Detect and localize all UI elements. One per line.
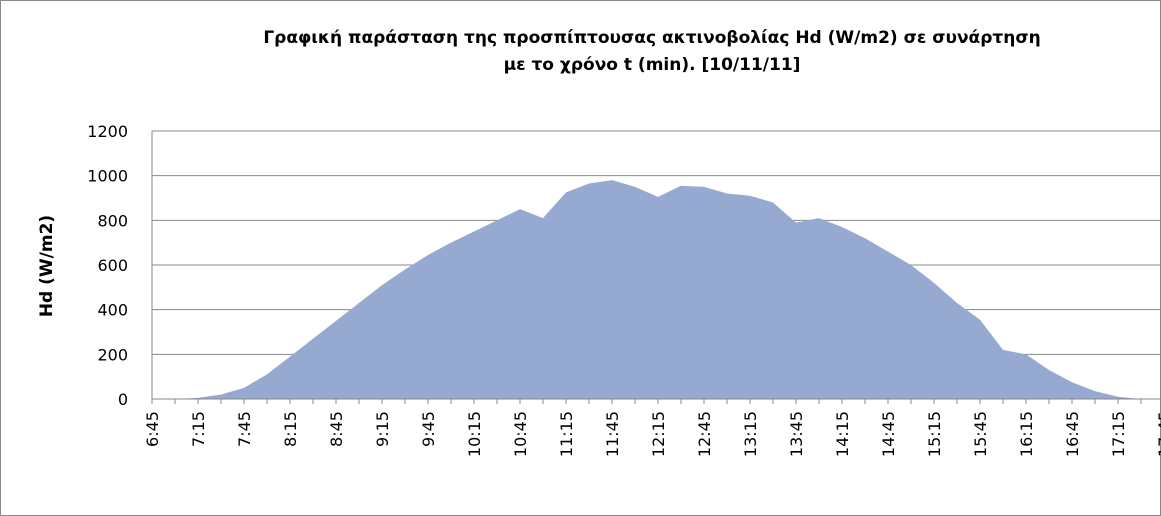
x-tick-label: 12:15 xyxy=(649,411,668,457)
y-tick-label: 200 xyxy=(97,345,128,364)
x-tick-label: 8:45 xyxy=(327,411,346,447)
y-tick-label: 1200 xyxy=(87,122,128,141)
x-tick-label: 17:15 xyxy=(1109,411,1128,457)
chart-title: με το χρόνο t (min). [10/11/11] xyxy=(504,55,801,75)
y-axis-label: Hd (W/m2) xyxy=(37,215,57,317)
chart-title: Γραφική παράσταση της προσπίπτουσας ακτι… xyxy=(263,28,1040,48)
x-tick-label: 13:15 xyxy=(741,411,760,457)
x-tick-label: 11:45 xyxy=(603,411,622,457)
x-tick-label: 16:15 xyxy=(1017,411,1036,457)
x-tick-label: 14:45 xyxy=(879,411,898,457)
x-tick-label: 10:15 xyxy=(465,411,484,457)
x-tick-label: 11:15 xyxy=(557,411,576,457)
y-tick-label: 600 xyxy=(97,256,128,275)
x-tick-label: 7:15 xyxy=(189,411,208,447)
y-tick-label: 400 xyxy=(97,301,128,320)
x-tick-label: 12:45 xyxy=(695,411,714,457)
x-tick-label: 8:15 xyxy=(281,411,300,447)
y-tick-label: 1000 xyxy=(87,167,128,186)
x-tick-label: 16:45 xyxy=(1063,411,1082,457)
x-tick-label: 15:15 xyxy=(925,411,944,457)
x-tick-label: 10:45 xyxy=(511,411,530,457)
x-tick-label: 17:45 xyxy=(1155,411,1161,457)
y-tick-label: 0 xyxy=(118,390,128,409)
x-tick-label: 9:45 xyxy=(419,411,438,447)
x-tick-label: 7:45 xyxy=(235,411,254,447)
x-tick-label: 14:15 xyxy=(833,411,852,457)
y-tick-label: 800 xyxy=(97,211,128,230)
area xyxy=(152,180,1161,399)
x-tick-label: 13:45 xyxy=(787,411,806,457)
x-tick-label: 6:45 xyxy=(143,411,162,447)
x-tick-label: 9:15 xyxy=(373,411,392,447)
x-tick-label: 15:45 xyxy=(971,411,990,457)
